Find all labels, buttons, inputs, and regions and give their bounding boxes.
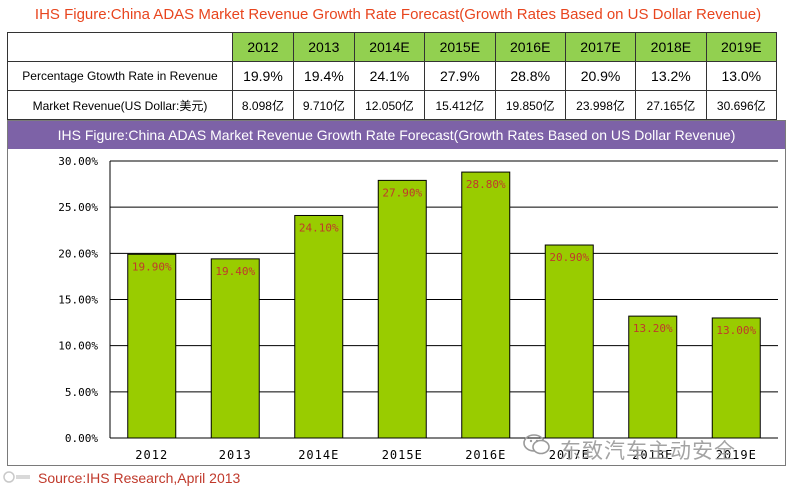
data-table: 2012 2013 2014E 2015E 2016E 2017E 2018E … — [7, 32, 778, 120]
data-label: 27.90% — [382, 186, 422, 199]
table-year-cell: 2013 — [292, 32, 355, 62]
chart-title: IHS Figure:China ADAS Market Revenue Gro… — [8, 121, 785, 149]
bar — [210, 258, 260, 439]
growth-rate-cell: 13.0% — [705, 61, 778, 91]
table-corner-cell — [7, 32, 233, 62]
wechat-icon — [523, 434, 550, 455]
y-tick-label: 30.00% — [58, 155, 98, 168]
y-tick-label: 5.00% — [65, 386, 98, 399]
chart-panel: IHS Figure:China ADAS Market Revenue Gro… — [7, 120, 786, 466]
revenue-cell: 23.998亿 — [564, 90, 637, 120]
revenue-cell: 27.165亿 — [635, 90, 707, 120]
growth-rate-cell: 19.9% — [232, 61, 294, 91]
data-label: 28.80% — [466, 178, 506, 191]
bar — [461, 171, 511, 439]
bar — [127, 253, 177, 439]
x-tick-label: 2013 — [219, 448, 252, 462]
table-year-cell: 2015E — [424, 32, 496, 62]
x-tick-label: 2014E — [298, 448, 339, 462]
y-tick-label: 10.00% — [58, 340, 98, 353]
x-tick-label: 2016E — [465, 448, 506, 462]
revenue-cell: 19.850亿 — [494, 90, 566, 120]
bar — [544, 244, 594, 439]
corner-logo-icon — [2, 470, 32, 487]
growth-rate-row-label: Percentage Gtowth Rate in Revenue — [7, 61, 233, 91]
table-header-row: 2012 2013 2014E 2015E 2016E 2017E 2018E … — [7, 32, 778, 62]
x-tick-label: 2012 — [135, 448, 168, 462]
table-year-cell: 2016E — [494, 32, 566, 62]
growth-rate-cell: 19.4% — [292, 61, 355, 91]
source-note: Source:IHS Research,April 2013 — [38, 470, 241, 486]
x-tick-label: 2018E — [632, 448, 673, 462]
bar-chart: 0.00% 5.00% 10.00% 15.00% 20.00% 25.00% 30.00%… — [58, 155, 778, 462]
table-year-cell: 2017E — [564, 32, 637, 62]
watermark-text: 东致汽车主动安全 — [560, 440, 736, 463]
x-tick-label: 2017E — [549, 448, 590, 462]
data-label: 13.00% — [716, 324, 756, 337]
table-year-cell: 2019E — [705, 32, 778, 62]
y-tick-label: 25.00% — [58, 201, 98, 214]
data-label: 24.10% — [299, 221, 339, 234]
table-year-cell: 2014E — [353, 32, 426, 62]
table-year-cell: 2018E — [635, 32, 707, 62]
growth-rate-cell: 20.9% — [564, 61, 637, 91]
revenue-cell: 15.412亿 — [424, 90, 496, 120]
bar — [377, 179, 427, 439]
x-tick-label: 2015E — [382, 448, 423, 462]
revenue-cell: 8.098亿 — [232, 90, 294, 120]
data-label: 20.90% — [549, 251, 589, 264]
y-tick-label: 0.00% — [65, 432, 98, 445]
data-label: 13.20% — [633, 322, 673, 335]
y-tick-label: 20.00% — [58, 247, 98, 260]
revenue-cell: 30.696亿 — [705, 90, 778, 120]
growth-rate-cell: 27.9% — [424, 61, 496, 91]
table-year-cell: 2012 — [232, 32, 294, 62]
table-row: Percentage Gtowth Rate in Revenue 19.9% … — [7, 61, 778, 91]
growth-rate-cell: 28.8% — [494, 61, 566, 91]
data-label: 19.40% — [215, 265, 255, 278]
y-tick-label: 15.00% — [58, 294, 98, 307]
table-row: Market Revenue(US Dollar:美元) 8.098亿 9.71… — [7, 90, 778, 120]
x-tick-label: 2019E — [716, 448, 757, 462]
revenue-cell: 9.710亿 — [292, 90, 355, 120]
bar — [711, 317, 761, 439]
data-label: 19.90% — [132, 260, 172, 273]
growth-rate-cell: 13.2% — [635, 61, 707, 91]
figure-title: IHS Figure:China ADAS Market Revenue Gro… — [34, 6, 762, 23]
growth-rate-cell: 24.1% — [353, 61, 426, 91]
revenue-cell: 12.050亿 — [353, 90, 426, 120]
bar — [628, 315, 678, 439]
revenue-row-label: Market Revenue(US Dollar:美元) — [7, 90, 233, 120]
bar — [294, 214, 344, 439]
